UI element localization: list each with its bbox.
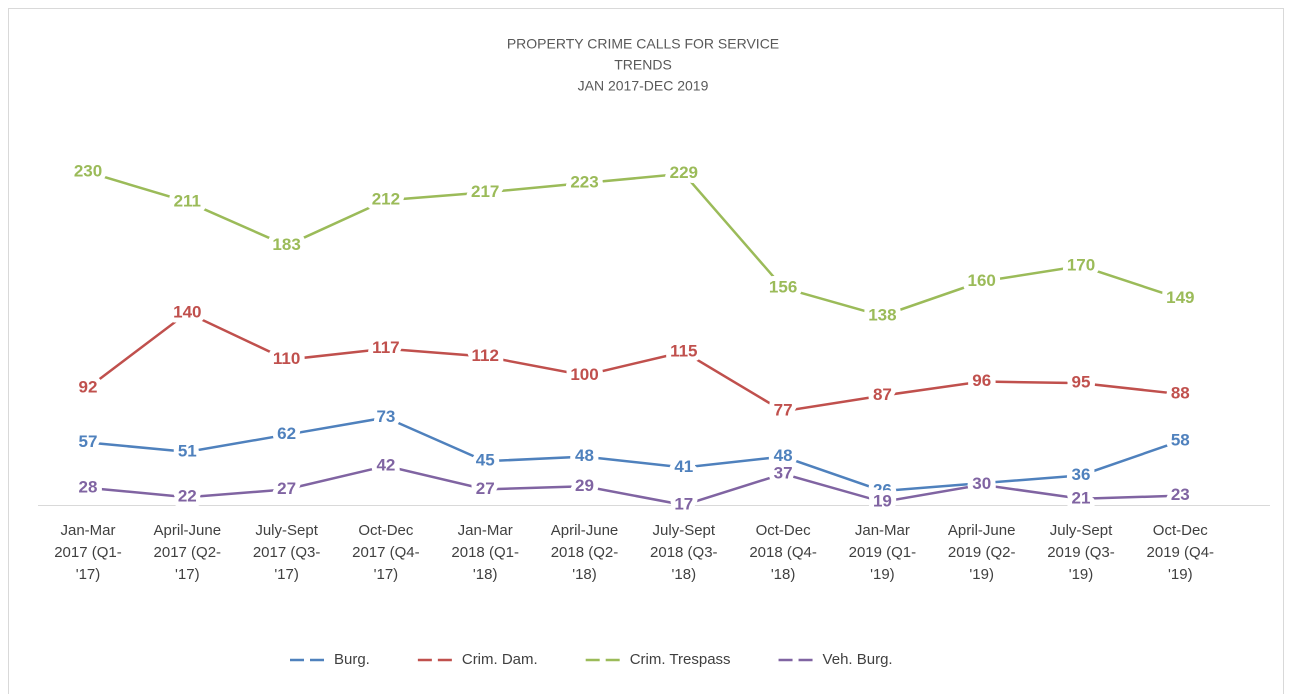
data-label: 51 bbox=[178, 441, 197, 460]
data-label: 211 bbox=[174, 191, 201, 210]
series-line bbox=[87, 464, 1181, 507]
data-label: 41 bbox=[674, 457, 693, 476]
data-label: 138 bbox=[868, 305, 896, 324]
x-tick-label: Jan-Mar 2017 (Q1-'17) bbox=[54, 522, 122, 583]
data-label: 36 bbox=[1072, 465, 1091, 484]
data-label: 229 bbox=[670, 163, 698, 182]
series-line bbox=[87, 416, 1181, 493]
chart-title: TRENDS bbox=[614, 57, 672, 73]
data-label: 212 bbox=[372, 190, 400, 209]
data-label: 45 bbox=[476, 451, 495, 470]
data-label: 48 bbox=[774, 446, 793, 465]
data-label: 37 bbox=[774, 463, 793, 482]
data-label: 88 bbox=[1171, 384, 1190, 403]
data-label: 27 bbox=[476, 479, 495, 498]
x-tick-label: April-June 2017 (Q2-'17) bbox=[153, 522, 222, 583]
data-label: 95 bbox=[1072, 373, 1091, 392]
data-label: 62 bbox=[277, 424, 296, 443]
x-tick-label: July-Sept 2019 (Q3-'19) bbox=[1047, 522, 1115, 583]
data-label: 96 bbox=[972, 371, 991, 390]
data-label: 183 bbox=[272, 235, 300, 254]
data-label: 217 bbox=[471, 182, 499, 201]
data-label: 22 bbox=[178, 487, 197, 506]
data-label: 48 bbox=[575, 446, 594, 465]
x-tick-label: Oct-Dec 2019 (Q4-'19) bbox=[1146, 522, 1215, 583]
chart-title: JAN 2017-DEC 2019 bbox=[578, 78, 709, 94]
data-label: 77 bbox=[774, 401, 793, 420]
x-tick-label: Oct-Dec 2017 (Q4-'17) bbox=[352, 522, 420, 583]
data-label: 73 bbox=[376, 407, 395, 426]
series-line bbox=[87, 170, 1181, 318]
legend-label: Veh. Burg. bbox=[823, 651, 893, 668]
data-label: 112 bbox=[471, 346, 498, 365]
data-label: 19 bbox=[873, 491, 892, 510]
legend-label: Burg. bbox=[334, 651, 370, 668]
data-label: 92 bbox=[79, 377, 98, 396]
x-tick-label: July-Sept 2017 (Q3-'17) bbox=[252, 522, 321, 583]
data-label: 149 bbox=[1166, 288, 1194, 307]
data-label: 87 bbox=[873, 385, 892, 404]
data-label: 23 bbox=[1171, 485, 1190, 504]
data-label: 156 bbox=[769, 277, 797, 296]
chart-border bbox=[8, 8, 1284, 694]
data-label: 100 bbox=[570, 365, 598, 384]
data-label: 230 bbox=[74, 162, 102, 181]
x-tick-label: July-Sept 2018 (Q3-'18) bbox=[650, 522, 718, 583]
data-label: 30 bbox=[972, 474, 991, 493]
series-line bbox=[87, 311, 1181, 413]
legend-label: Crim. Trespass bbox=[630, 651, 731, 668]
legend-label: Crim. Dam. bbox=[462, 651, 538, 668]
data-label: 58 bbox=[1171, 430, 1190, 449]
x-tick-label: April-June 2018 (Q2-'18) bbox=[550, 522, 619, 583]
x-tick-label: Jan-Mar 2019 (Q1-'19) bbox=[848, 522, 917, 583]
data-label: 57 bbox=[79, 432, 98, 451]
data-label: 21 bbox=[1072, 488, 1091, 507]
data-label: 29 bbox=[575, 476, 594, 495]
x-tick-label: Oct-Dec 2018 (Q4-'18) bbox=[749, 522, 817, 583]
data-label: 117 bbox=[372, 338, 399, 357]
data-label: 17 bbox=[674, 495, 693, 514]
data-label: 28 bbox=[79, 477, 98, 496]
data-label: 140 bbox=[173, 302, 201, 321]
x-tick-label: April-June 2019 (Q2-'19) bbox=[947, 522, 1016, 583]
data-label: 27 bbox=[277, 479, 296, 498]
data-label: 110 bbox=[273, 349, 300, 368]
data-label: 42 bbox=[376, 455, 395, 474]
chart-title: PROPERTY CRIME CALLS FOR SERVICE bbox=[507, 36, 779, 52]
data-label: 223 bbox=[570, 173, 598, 192]
data-label: 115 bbox=[670, 341, 697, 360]
data-label: 160 bbox=[968, 271, 996, 290]
data-label: 170 bbox=[1067, 255, 1095, 274]
x-tick-label: Jan-Mar 2018 (Q1-'18) bbox=[451, 522, 519, 583]
